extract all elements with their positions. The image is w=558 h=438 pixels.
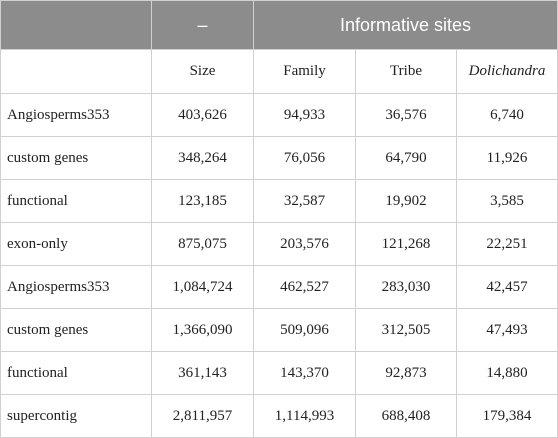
cell-dolichandra: 3,585 [456, 179, 558, 223]
cell-size: 875,075 [151, 222, 254, 266]
table-subheader-row: Size Family Tribe Dolichandra [0, 49, 558, 94]
cell-tribe: 283,030 [355, 265, 457, 309]
cell-tribe: 688,408 [355, 394, 457, 438]
cell-family: 94,933 [253, 93, 356, 137]
cell-family: 76,056 [253, 136, 356, 180]
cell-dolichandra: 179,384 [456, 394, 558, 438]
row-label: Angiosperms353 [0, 265, 152, 309]
column-header-size: Size [151, 49, 254, 94]
column-header-dolichandra: Dolichandra [456, 49, 558, 94]
row-label: custom genes [0, 136, 152, 180]
cell-size: 2,811,957 [151, 394, 254, 438]
cell-dolichandra: 6,740 [456, 93, 558, 137]
cell-family: 143,370 [253, 351, 356, 395]
column-header-tribe: Tribe [355, 49, 457, 94]
cell-family: 32,587 [253, 179, 356, 223]
row-label: supercontig [0, 394, 152, 438]
cell-tribe: 121,268 [355, 222, 457, 266]
cell-tribe: 312,505 [355, 308, 457, 352]
header-dash-cell: – [151, 0, 254, 50]
table-row: Angiosperms353 403,626 94,933 36,576 6,7… [0, 93, 558, 137]
row-label: functional [0, 179, 152, 223]
row-label: functional [0, 351, 152, 395]
cell-dolichandra: 11,926 [456, 136, 558, 180]
table-row: supercontig 2,811,957 1,114,993 688,408 … [0, 394, 558, 438]
row-label: exon-only [0, 222, 152, 266]
column-header-family: Family [253, 49, 356, 94]
cell-dolichandra: 22,251 [456, 222, 558, 266]
table-row: functional 361,143 143,370 92,873 14,880 [0, 351, 558, 395]
cell-tribe: 64,790 [355, 136, 457, 180]
row-label: Angiosperms353 [0, 93, 152, 137]
cell-size: 361,143 [151, 351, 254, 395]
cell-size: 123,185 [151, 179, 254, 223]
cell-size: 403,626 [151, 93, 254, 137]
cell-family: 462,527 [253, 265, 356, 309]
table-row: functional 123,185 32,587 19,902 3,585 [0, 179, 558, 223]
header-empty-cell [0, 0, 152, 50]
cell-family: 203,576 [253, 222, 356, 266]
cell-tribe: 92,873 [355, 351, 457, 395]
cell-dolichandra: 14,880 [456, 351, 558, 395]
table-row: custom genes 1,366,090 509,096 312,505 4… [0, 308, 558, 352]
table-row: custom genes 348,264 76,056 64,790 11,92… [0, 136, 558, 180]
table-header-row: – Informative sites [0, 0, 558, 50]
table-row: Angiosperms353 1,084,724 462,527 283,030… [0, 265, 558, 309]
cell-family: 1,114,993 [253, 394, 356, 438]
cell-tribe: 19,902 [355, 179, 457, 223]
cell-dolichandra: 42,457 [456, 265, 558, 309]
row-label: custom genes [0, 308, 152, 352]
header-informative-sites: Informative sites [253, 0, 558, 50]
cell-family: 509,096 [253, 308, 356, 352]
cell-size: 1,366,090 [151, 308, 254, 352]
cell-tribe: 36,576 [355, 93, 457, 137]
cell-dolichandra: 47,493 [456, 308, 558, 352]
cell-size: 348,264 [151, 136, 254, 180]
cell-size: 1,084,724 [151, 265, 254, 309]
table-row: exon-only 875,075 203,576 121,268 22,251 [0, 222, 558, 266]
subheader-empty-cell [0, 49, 152, 94]
